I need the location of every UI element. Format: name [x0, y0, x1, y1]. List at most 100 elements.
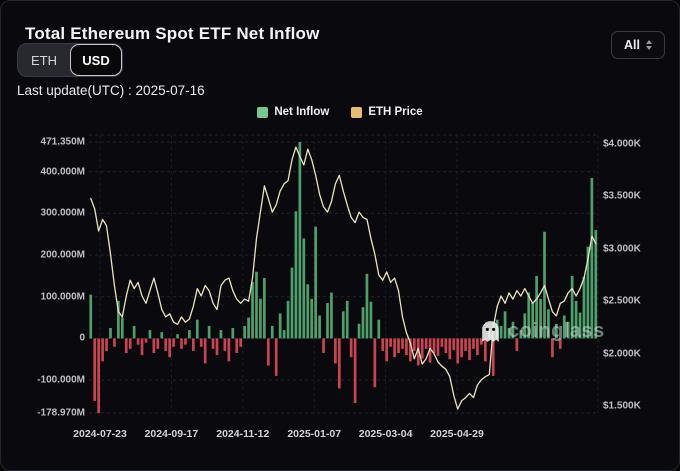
inflow-bar[interactable] — [349, 338, 353, 358]
inflow-bar[interactable] — [436, 338, 440, 356]
inflow-bar[interactable] — [302, 238, 306, 339]
inflow-bar[interactable] — [203, 338, 207, 364]
inflow-bar[interactable] — [180, 338, 183, 349]
inflow-bar[interactable] — [330, 292, 333, 339]
inflow-bar[interactable] — [188, 330, 191, 339]
inflow-bar[interactable] — [555, 323, 558, 339]
inflow-bar[interactable] — [251, 282, 254, 339]
inflow-bar[interactable] — [460, 338, 463, 358]
inflow-bar[interactable] — [195, 319, 199, 339]
inflow-bar[interactable] — [89, 294, 93, 339]
inflow-bar[interactable] — [101, 338, 104, 362]
inflow-bar[interactable] — [472, 338, 475, 349]
inflow-bar[interactable] — [590, 177, 594, 339]
inflow-bar[interactable] — [432, 338, 436, 354]
inflow-bar[interactable] — [298, 142, 302, 339]
inflow-bar[interactable] — [282, 330, 286, 339]
inflow-bar[interactable] — [539, 298, 542, 339]
unit-toggle-eth-button[interactable]: ETH — [18, 44, 70, 76]
inflow-bar[interactable] — [231, 328, 235, 339]
inflow-bar[interactable] — [290, 267, 294, 339]
inflow-bar[interactable] — [393, 338, 396, 358]
inflow-bar[interactable] — [480, 338, 483, 345]
inflow-bar[interactable] — [523, 313, 527, 339]
time-range-select[interactable]: All — [611, 31, 665, 59]
inflow-bar[interactable] — [191, 338, 195, 351]
inflow-bar[interactable] — [566, 321, 570, 339]
inflow-bar[interactable] — [551, 338, 554, 358]
inflow-bar[interactable] — [274, 338, 278, 376]
inflow-bar[interactable] — [184, 338, 187, 345]
inflow-bar[interactable] — [515, 338, 519, 351]
inflow-bar[interactable] — [310, 298, 314, 339]
inflow-bar[interactable] — [562, 315, 566, 339]
inflow-bar[interactable] — [357, 323, 361, 339]
inflow-bar[interactable] — [105, 338, 108, 351]
inflow-bar[interactable] — [326, 303, 329, 339]
inflow-bar[interactable] — [156, 338, 160, 349]
inflow-bar[interactable] — [322, 338, 325, 354]
inflow-bar[interactable] — [227, 338, 231, 362]
inflow-bar[interactable] — [128, 338, 132, 349]
inflow-bar[interactable] — [578, 312, 582, 339]
inflow-bar[interactable] — [168, 338, 172, 358]
inflow-bar[interactable] — [586, 246, 590, 339]
inflow-bar[interactable] — [353, 338, 357, 404]
inflow-bar[interactable] — [223, 338, 227, 351]
inflow-bar[interactable] — [519, 330, 523, 339]
inflow-bar[interactable] — [444, 338, 448, 354]
inflow-bar[interactable] — [97, 338, 100, 413]
inflow-bar[interactable] — [199, 338, 203, 347]
inflow-bar[interactable] — [507, 328, 511, 339]
inflow-bar[interactable] — [389, 338, 392, 347]
inflow-bar[interactable] — [152, 338, 156, 354]
inflow-bar[interactable] — [132, 325, 136, 339]
inflow-bar[interactable] — [405, 338, 408, 356]
inflow-bar[interactable] — [440, 338, 444, 347]
inflow-bar[interactable] — [136, 338, 140, 345]
inflow-bar[interactable] — [412, 338, 416, 351]
inflow-bar[interactable] — [452, 338, 456, 351]
inflow-bar[interactable] — [401, 338, 404, 349]
inflow-bar[interactable] — [574, 300, 578, 339]
inflow-bar[interactable] — [476, 338, 479, 356]
inflow-bar[interactable] — [219, 330, 223, 339]
inflow-bar[interactable] — [448, 338, 452, 360]
inflow-bar[interactable] — [247, 317, 250, 339]
inflow-bar[interactable] — [428, 338, 432, 363]
inflow-bar[interactable] — [266, 338, 270, 366]
inflow-bar[interactable] — [535, 275, 538, 339]
inflow-bar[interactable] — [255, 271, 258, 339]
inflow-bar[interactable] — [172, 338, 175, 347]
inflow-bar[interactable] — [306, 284, 310, 339]
inflow-bar[interactable] — [531, 303, 535, 339]
inflow-bar[interactable] — [215, 338, 219, 356]
inflow-bar[interactable] — [113, 338, 116, 347]
inflow-bar[interactable] — [468, 338, 471, 361]
inflow-bar[interactable] — [93, 338, 97, 401]
inflow-bar[interactable] — [511, 321, 515, 339]
inflow-bar[interactable] — [499, 325, 503, 339]
inflow-bar[interactable] — [314, 226, 318, 339]
inflow-bar[interactable] — [270, 325, 274, 339]
inflow-bar[interactable] — [148, 330, 152, 339]
legend-item-net-inflow[interactable]: Net Inflow — [257, 106, 329, 118]
inflow-bar[interactable] — [263, 278, 266, 339]
inflow-bar[interactable] — [124, 338, 128, 354]
inflow-bar[interactable] — [464, 338, 467, 351]
inflow-bar[interactable] — [109, 328, 112, 339]
inflow-bar[interactable] — [373, 338, 377, 388]
inflow-bar[interactable] — [164, 338, 168, 351]
inflow-bar[interactable] — [176, 334, 179, 339]
inflow-bar[interactable] — [318, 315, 321, 339]
inflow-bar[interactable] — [294, 211, 298, 339]
inflow-bar[interactable] — [527, 292, 531, 339]
inflow-bar[interactable] — [278, 313, 282, 339]
inflow-bar[interactable] — [361, 307, 365, 339]
inflow-bar[interactable] — [558, 338, 562, 349]
inflow-bar[interactable] — [243, 325, 246, 339]
inflow-bar[interactable] — [420, 338, 424, 359]
inflow-bar[interactable] — [334, 338, 337, 364]
inflow-bar[interactable] — [397, 338, 400, 354]
